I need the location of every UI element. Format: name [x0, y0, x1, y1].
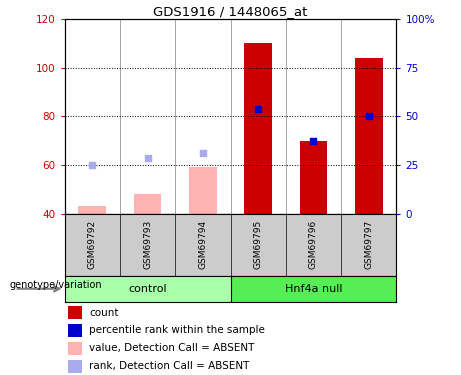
Bar: [78, 206, 106, 214]
Text: genotype/variation: genotype/variation: [9, 280, 102, 290]
Point: [144, 154, 151, 160]
Point: [310, 138, 317, 144]
Bar: [244, 43, 272, 214]
Point: [89, 162, 96, 168]
Text: percentile rank within the sample: percentile rank within the sample: [89, 326, 265, 336]
Bar: [68, 324, 82, 337]
Text: GSM69792: GSM69792: [88, 220, 97, 269]
Bar: [355, 58, 383, 214]
Text: GSM69793: GSM69793: [143, 220, 152, 269]
Text: control: control: [128, 284, 167, 294]
Text: count: count: [89, 308, 118, 318]
Point: [254, 106, 262, 112]
Text: Hnf4a null: Hnf4a null: [285, 284, 342, 294]
Text: GSM69795: GSM69795: [254, 220, 263, 269]
Bar: [65, 276, 230, 302]
Point: [199, 150, 207, 156]
Text: GSM69794: GSM69794: [198, 220, 207, 269]
Point: [365, 113, 372, 119]
Bar: [68, 360, 82, 372]
Text: value, Detection Call = ABSENT: value, Detection Call = ABSENT: [89, 343, 254, 353]
Text: GSM69797: GSM69797: [364, 220, 373, 269]
Bar: [230, 276, 396, 302]
Bar: [134, 194, 161, 214]
Bar: [68, 342, 82, 355]
Text: rank, Detection Call = ABSENT: rank, Detection Call = ABSENT: [89, 361, 249, 371]
Bar: [189, 167, 217, 214]
Text: GSM69796: GSM69796: [309, 220, 318, 269]
Bar: [68, 306, 82, 319]
Bar: [300, 141, 327, 214]
Title: GDS1916 / 1448065_at: GDS1916 / 1448065_at: [154, 4, 307, 18]
